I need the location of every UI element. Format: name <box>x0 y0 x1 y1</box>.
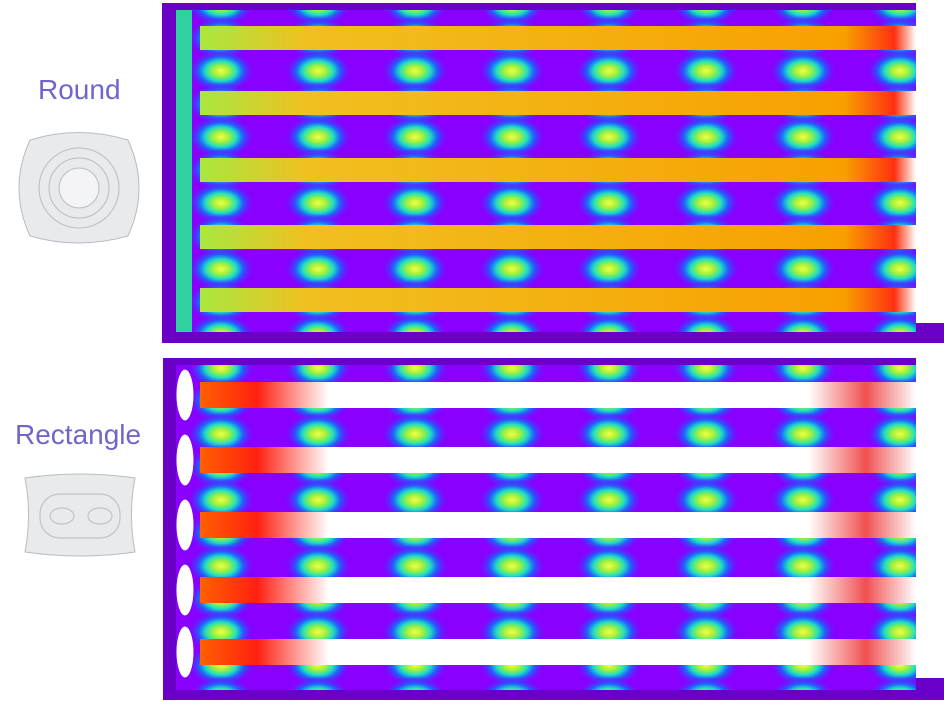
rectangle-section <box>24 473 136 557</box>
rectangle-simulation <box>163 358 944 700</box>
round-simulation <box>162 3 944 343</box>
panel-label: Rectangle <box>15 419 142 450</box>
panel-label: Round <box>38 74 121 105</box>
round-section <box>18 132 140 244</box>
